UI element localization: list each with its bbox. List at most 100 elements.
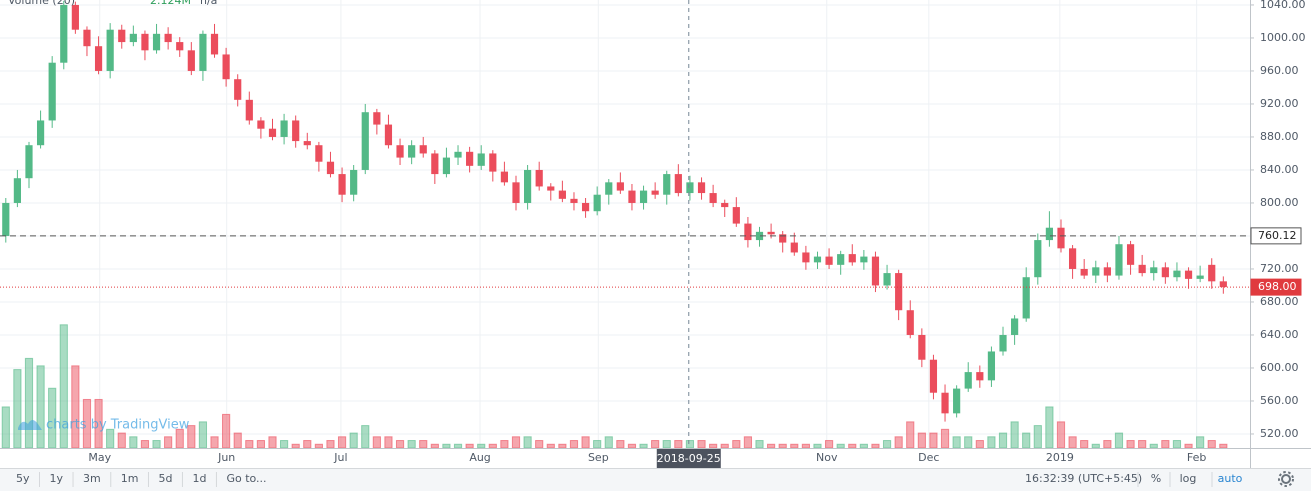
x-tick-label: May: [88, 451, 111, 464]
volume-bar: [1114, 432, 1124, 449]
candle-body: [813, 256, 822, 263]
candle-body: [361, 112, 369, 170]
volume-bar: [998, 432, 1008, 449]
volume-bar: [859, 443, 868, 449]
volume-bar: [477, 443, 486, 449]
gear-teeth[interactable]: [1278, 471, 1294, 487]
candle-body: [48, 62, 56, 121]
candle-body: [1045, 227, 1053, 241]
volume-bar: [616, 440, 625, 449]
volume-bar: [569, 440, 579, 449]
volume-bar: [975, 440, 984, 449]
volume-bar: [384, 436, 393, 449]
volume-bar: [71, 365, 80, 449]
candle-body: [25, 145, 33, 179]
volume-bar: [801, 443, 810, 449]
volume-bar: [813, 443, 822, 449]
gear[interactable]: [1281, 474, 1291, 484]
candle-body: [454, 151, 462, 158]
candle-body: [999, 334, 1007, 352]
volume-bar: [465, 443, 474, 449]
candle-body: [83, 29, 91, 47]
candle-body: [605, 182, 613, 195]
volume-bar: [685, 440, 695, 449]
range-button[interactable]: 5y: [16, 472, 30, 485]
candle-body: [1138, 264, 1146, 274]
candle-body: [524, 169, 532, 203]
candle-body: [1011, 318, 1019, 335]
candle-body: [1196, 275, 1204, 279]
candle-body: [744, 223, 752, 241]
y-tick-label: 1040.00: [1260, 0, 1306, 11]
candle-body: [512, 182, 520, 203]
candle-body: [442, 157, 451, 175]
watermark: charts by TradingView: [46, 418, 190, 433]
volume-bar: [767, 443, 776, 449]
candle-body: [1115, 244, 1123, 276]
volume-bar: [882, 440, 892, 449]
volume-bar: [140, 440, 150, 449]
x-tick-label: Dec: [918, 451, 939, 464]
volume-bar: [210, 436, 219, 449]
volume-bar: [488, 443, 497, 449]
candle-body: [292, 120, 300, 142]
y-tick-label: 1000.00: [1260, 31, 1306, 44]
volume-bar: [929, 432, 938, 449]
volume-bar: [419, 440, 428, 449]
candle-body: [396, 145, 404, 158]
volume-bar: [1126, 440, 1135, 449]
candle-body: [628, 190, 636, 203]
volume-bar: [558, 443, 567, 449]
candle-body: [616, 182, 624, 191]
volume-bar: [372, 436, 381, 449]
x-tick-label: Jul: [333, 451, 347, 464]
option-button[interactable]: auto: [1218, 472, 1243, 485]
volume-bar: [581, 436, 590, 449]
candle-body: [581, 202, 590, 212]
volume-bar: [1080, 440, 1089, 449]
option-button[interactable]: %: [1151, 472, 1161, 485]
candle-body: [1057, 227, 1065, 249]
crosshair-label-box: [656, 449, 721, 468]
y-tick-label: 720.00: [1260, 262, 1299, 275]
candle-body: [906, 310, 914, 335]
candle-body: [1068, 248, 1077, 269]
option-button[interactable]: log: [1180, 472, 1197, 485]
candle-body: [268, 128, 277, 137]
range-button[interactable]: 1y: [50, 472, 64, 485]
range-button[interactable]: 1d: [192, 472, 206, 485]
candle-body: [709, 193, 717, 203]
range-button[interactable]: 5d: [158, 472, 172, 485]
volume-bar: [674, 440, 683, 449]
volume-bar: [1010, 421, 1019, 449]
candle-body: [895, 273, 903, 311]
volume-bar: [778, 443, 787, 449]
volume-bar: [964, 436, 973, 449]
candle-body: [280, 120, 288, 137]
watermark-logo: [18, 420, 42, 430]
settings-icon[interactable]: [1278, 471, 1294, 487]
range-button[interactable]: 3m: [83, 472, 101, 485]
volume-bar: [500, 440, 509, 449]
range-button[interactable]: Go to...: [226, 472, 266, 485]
candle-body: [152, 33, 161, 51]
y-tick-label: 920.00: [1260, 97, 1299, 110]
volume-bar: [987, 436, 996, 449]
volume-bar: [790, 443, 799, 449]
candle-body: [732, 207, 740, 224]
volume-bar: [894, 436, 903, 449]
candle-body: [326, 161, 335, 175]
crosshair-label: 2018-09-25: [657, 452, 721, 465]
range-button[interactable]: 1m: [121, 472, 139, 485]
volume-bar: [233, 432, 242, 449]
volume-bar: [326, 440, 335, 449]
volume-bar: [442, 443, 451, 449]
candle-body: [1173, 270, 1181, 278]
candle-body: [848, 254, 856, 263]
candle-body: [1161, 267, 1169, 278]
x-tick-label: 2019: [1046, 451, 1074, 464]
volume-bar: [709, 443, 718, 449]
volume-bar: [824, 440, 834, 449]
y-tick-label: 560.00: [1260, 394, 1299, 407]
y-tick-label: 600.00: [1260, 361, 1299, 374]
